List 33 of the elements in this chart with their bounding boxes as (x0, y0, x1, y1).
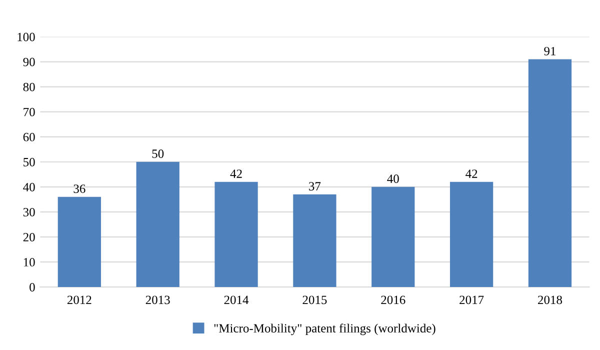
bar (293, 194, 336, 287)
bar (528, 59, 572, 287)
y-tick-label: 70 (24, 108, 35, 116)
data-label: 50 (152, 150, 164, 158)
y-tick-label: 10 (24, 258, 35, 266)
y-tick-label: 0 (30, 283, 35, 292)
data-label: 36 (74, 184, 86, 193)
y-tick-label: 90 (23, 58, 35, 66)
x-tick-label: 2015 (302, 296, 327, 304)
x-tick-label: 2013 (146, 296, 170, 304)
y-tick-label: 20 (23, 232, 35, 242)
data-label: 42 (230, 170, 242, 178)
legend-label: "Micro-Mobility" patent filings (worldwide) (214, 324, 436, 336)
data-label: 42 (466, 170, 478, 178)
bar (58, 196, 101, 287)
y-tick-label: 60 (23, 132, 35, 142)
bar (372, 186, 415, 287)
y-tick-label: 100 (18, 32, 35, 42)
y-tick-label: 40 (23, 182, 35, 192)
y-tick-label: 30 (23, 208, 35, 216)
x-tick-label: 2017 (460, 296, 484, 304)
bar (450, 182, 494, 287)
x-tick-label: 2014 (224, 296, 249, 304)
x-tick-label: 2016 (381, 296, 406, 304)
data-label: 91 (544, 46, 556, 56)
y-tick-label: 50 (24, 158, 35, 166)
y-tick-label: 80 (23, 82, 35, 92)
data-label: 37 (309, 182, 321, 190)
bar (136, 162, 180, 287)
x-tick-label: 2018 (538, 296, 562, 304)
bar (214, 182, 258, 287)
data-label: 40 (387, 174, 399, 183)
x-tick-label: 2012 (67, 296, 92, 304)
